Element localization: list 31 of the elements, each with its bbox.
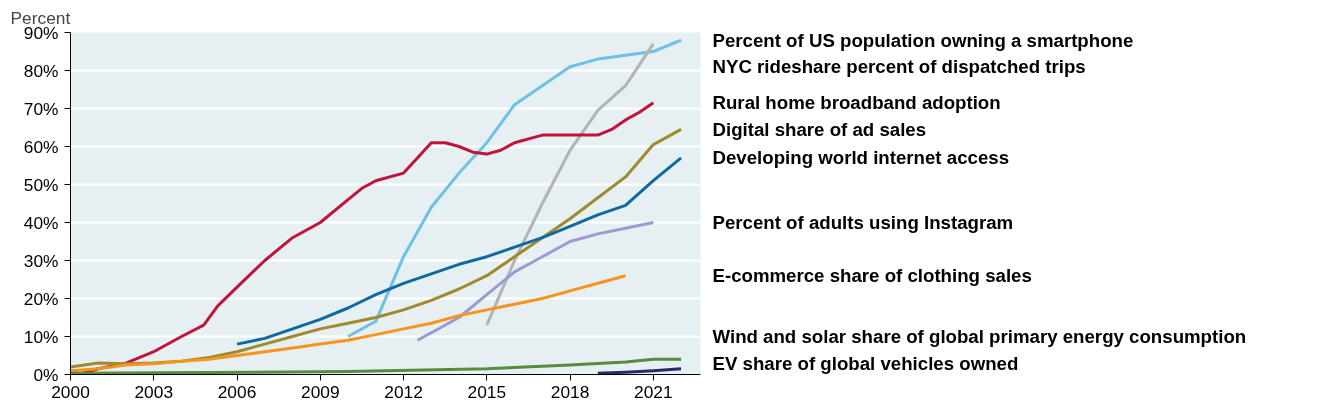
text: E-commerce share of clothing sales [712, 265, 1032, 287]
y-tick-label: 80% [23, 60, 59, 81]
x-tick-label: 2021 [634, 381, 673, 402]
y-tick-label: 30% [23, 250, 59, 271]
text: Percent of adults using Instagram [712, 212, 1014, 233]
y-tick-label: 10% [23, 326, 59, 347]
text: NYC rideshare percent of dispatched trips [712, 56, 1086, 78]
x-tick-label: 2006 [217, 381, 257, 402]
y-tick-label: 70% [23, 98, 59, 119]
x-tick-label: 2003 [134, 381, 174, 402]
y-tick-label: 20% [23, 288, 59, 309]
y-tick-label: 50% [23, 174, 59, 195]
text: Rural home broadband adoption [712, 92, 1001, 114]
series-label: EV share of global vehicles owned [712, 352, 1019, 374]
line-series [70, 357, 683, 375]
line-series [346, 38, 683, 338]
y-tick-label: 60% [23, 136, 59, 157]
x-tick-label: 2015 [467, 381, 507, 402]
line-series [70, 274, 628, 373]
series-label: Wind and solar share of global primary energy consumption [712, 326, 1247, 347]
series-label: Percent of US population owning a smartphone [712, 29, 1134, 51]
x-tick-label: 2009 [301, 381, 340, 402]
x-tick-label: 2012 [384, 381, 423, 402]
y-tick-label: 40% [23, 212, 59, 233]
line-series [415, 221, 655, 342]
x-tick-label: 2018 [550, 381, 590, 402]
series-label: Digital share of ad sales [712, 118, 927, 140]
y-axis-title: Percent [10, 7, 71, 28]
line-series [485, 42, 655, 327]
series-label: Developing world internet access [712, 147, 1010, 169]
line-series [235, 156, 683, 346]
